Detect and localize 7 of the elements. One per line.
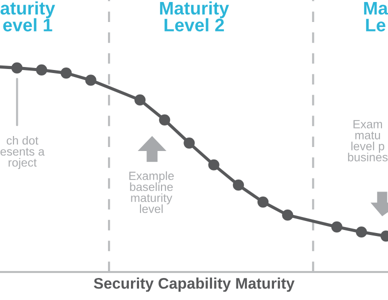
x-axis-title: Security Capability Maturity — [94, 278, 295, 292]
annotation: Exam matu level p busines — [348, 120, 388, 162]
annotation: Example baseline maturity level — [129, 171, 174, 214]
text: aturity evel 1 — [0, 1, 56, 32]
text: Maturity Level 2 — [160, 1, 230, 32]
annotation: ch dot esents a roject — [0, 136, 45, 170]
text: Ma Le — [364, 2, 388, 32]
